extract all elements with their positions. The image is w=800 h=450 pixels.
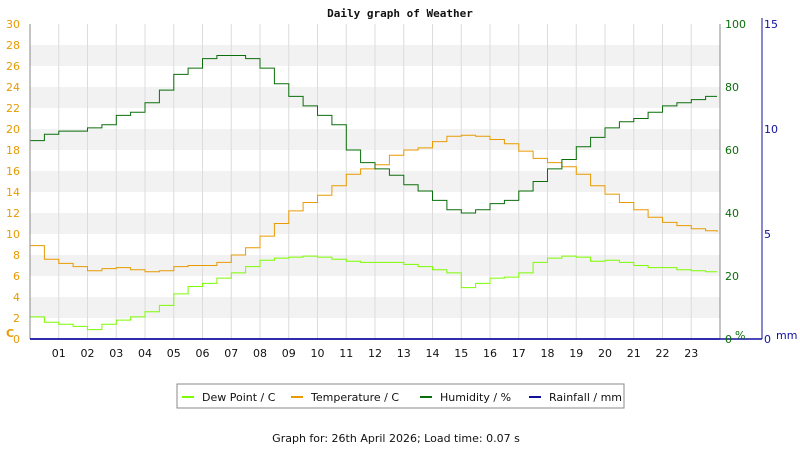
left-tick-label: 26 <box>6 60 20 73</box>
left-tick-label: 22 <box>6 102 20 115</box>
rainfall-tick-label: 0 <box>764 333 771 346</box>
left-tick-label: 4 <box>13 291 20 304</box>
x-tick-label: 08 <box>253 347 267 360</box>
x-tick-label: 01 <box>52 347 66 360</box>
humidity-tick-label: 40 <box>725 207 739 220</box>
x-tick-label: 09 <box>282 347 296 360</box>
humidity-tick-label: 20 <box>725 270 739 283</box>
rainfall-axis-unit: mm <box>776 329 797 342</box>
left-tick-label: 10 <box>6 228 20 241</box>
x-tick-label: 21 <box>627 347 641 360</box>
rainfall-axis-ticks: 0 5 10 15 <box>764 18 778 346</box>
x-tick-label: 14 <box>426 347 440 360</box>
chart-title: Daily graph of Weather <box>327 7 473 20</box>
x-tick-label: 15 <box>454 347 468 360</box>
dew-point-series-line <box>30 255 718 331</box>
x-tick-label: 07 <box>224 347 238 360</box>
x-tick-label: 02 <box>81 347 95 360</box>
left-tick-label: 16 <box>6 165 20 178</box>
x-tick-label: 22 <box>656 347 670 360</box>
legend: Dew Point / C Temperature / C Humidity / %… <box>176 383 625 409</box>
left-tick-label: 30 <box>6 18 20 31</box>
left-tick-label: 14 <box>6 186 20 199</box>
left-tick-label: 20 <box>6 123 20 136</box>
x-tick-label: 12 <box>368 347 382 360</box>
rainfall-legend-label: Rainfall / mm <box>549 391 622 404</box>
left-tick-label: 2 <box>13 312 20 325</box>
x-tick-label: 20 <box>598 347 612 360</box>
rainfall-tick-label: 10 <box>764 123 778 136</box>
x-tick-label: 18 <box>541 347 555 360</box>
x-tick-label: 17 <box>512 347 526 360</box>
x-tick-label: 06 <box>196 347 210 360</box>
x-tick-label: 23 <box>684 347 698 360</box>
legend-items: Dew Point / C Temperature / C Humidity / %… <box>182 391 622 404</box>
left-tick-label: 0 <box>13 333 20 346</box>
temperature-legend-label: Temperature / C <box>310 391 399 404</box>
grid-lines <box>58 24 692 339</box>
left-tick-label: 12 <box>6 207 20 220</box>
humidity-series-line <box>30 55 718 214</box>
temperature-series-line <box>30 134 718 273</box>
axes <box>29 18 763 340</box>
x-axis-ticks: 01 02 03 04 05 06 07 08 09 10 11 12 13 14 15 16 17 18 19 20… <box>52 347 699 360</box>
x-tick-label: 04 <box>138 347 152 360</box>
humidity-tick-label: 100 <box>725 18 746 31</box>
legend-box <box>176 383 625 409</box>
x-tick-label: 10 <box>311 347 325 360</box>
x-tick-label: 05 <box>167 347 181 360</box>
humidity-tick-label: 0 <box>725 333 732 346</box>
dew-point-legend-label: Dew Point / C <box>202 391 276 404</box>
x-tick-label: 19 <box>569 347 583 360</box>
x-tick-label: 11 <box>339 347 353 360</box>
left-tick-label: 8 <box>13 249 20 262</box>
humidity-axis-unit: % <box>735 329 745 342</box>
humidity-tick-label: 60 <box>725 144 739 157</box>
humidity-axis-ticks: 0 20 40 60 80 100 <box>725 18 746 346</box>
left-tick-label: 6 <box>13 270 20 283</box>
rainfall-tick-label: 5 <box>764 228 771 241</box>
left-tick-label: 18 <box>6 144 20 157</box>
left-tick-label: 28 <box>6 39 20 52</box>
left-axis-unit: C <box>6 327 14 340</box>
humidity-legend-label: Humidity / % <box>440 391 511 404</box>
humidity-tick-label: 80 <box>725 81 739 94</box>
footer-text: Graph for: 26th April 2026; Load time: 0… <box>272 432 520 445</box>
x-tick-label: 13 <box>397 347 411 360</box>
left-tick-label: 24 <box>6 81 20 94</box>
x-tick-label: 03 <box>109 347 123 360</box>
rainfall-tick-label: 15 <box>764 18 778 31</box>
x-tick-label: 16 <box>483 347 497 360</box>
